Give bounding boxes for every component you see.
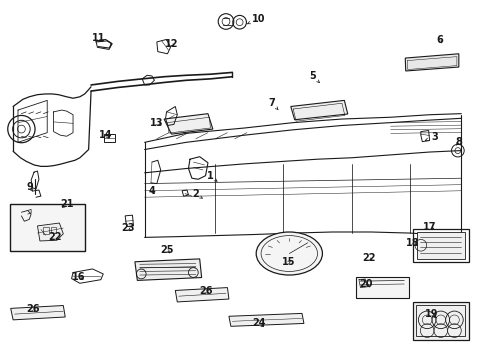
Text: 15: 15 — [281, 257, 294, 267]
Bar — [10, 204, 85, 251]
Bar — [51, 226, 56, 233]
Ellipse shape — [256, 232, 322, 275]
Text: 17: 17 — [422, 222, 435, 231]
Text: 22: 22 — [361, 253, 375, 263]
Text: 19: 19 — [425, 310, 438, 319]
Text: 25: 25 — [160, 245, 173, 255]
Polygon shape — [290, 100, 347, 120]
Text: 7: 7 — [267, 98, 277, 109]
Text: 13: 13 — [150, 118, 163, 128]
Text: 20: 20 — [359, 279, 372, 289]
Text: 5: 5 — [309, 71, 319, 82]
Text: 1: 1 — [206, 171, 217, 181]
Polygon shape — [405, 54, 458, 71]
Bar — [412, 229, 468, 262]
Text: 14: 14 — [99, 130, 112, 140]
Bar — [415, 305, 464, 336]
Text: 6: 6 — [435, 35, 442, 45]
Bar — [412, 302, 468, 339]
Text: 11: 11 — [91, 33, 105, 43]
Polygon shape — [228, 314, 304, 326]
Polygon shape — [11, 306, 65, 320]
Text: 12: 12 — [164, 39, 178, 49]
Polygon shape — [175, 288, 228, 302]
Bar — [355, 277, 408, 298]
Text: 18: 18 — [405, 238, 419, 248]
Text: 21: 21 — [60, 199, 73, 210]
Text: 2: 2 — [192, 189, 202, 199]
Polygon shape — [164, 114, 212, 134]
Text: 24: 24 — [252, 319, 265, 328]
Text: 22: 22 — [48, 232, 61, 242]
Bar — [104, 134, 115, 142]
Text: 3: 3 — [425, 132, 437, 142]
Text: 26: 26 — [26, 304, 39, 314]
Text: 10: 10 — [246, 14, 265, 24]
Bar — [43, 227, 49, 234]
Bar — [416, 232, 464, 259]
Text: 4: 4 — [148, 186, 155, 196]
Polygon shape — [135, 259, 201, 280]
Text: 23: 23 — [121, 224, 134, 233]
Text: 26: 26 — [199, 286, 212, 296]
Text: 9: 9 — [27, 182, 34, 192]
Text: 16: 16 — [72, 272, 85, 282]
Polygon shape — [38, 223, 63, 241]
Text: 8: 8 — [454, 138, 461, 147]
